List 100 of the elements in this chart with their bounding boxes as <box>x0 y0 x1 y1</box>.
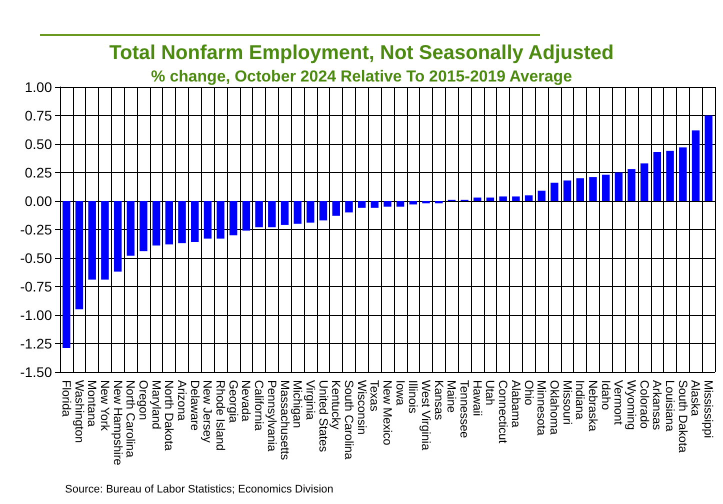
bar <box>679 147 687 201</box>
x-tick-label: Maine <box>444 380 459 414</box>
bar <box>216 201 224 239</box>
x-tick-label: Tennessee <box>458 380 472 438</box>
y-tick-label: -0.50 <box>20 250 52 266</box>
x-tick-label: West Virginia <box>419 380 434 451</box>
x-tick-label: Kansas <box>432 380 446 420</box>
x-tick-label: Vermont <box>612 380 626 426</box>
x-tick-label: Arizona <box>175 380 190 422</box>
x-tick-label: Minnesota <box>534 380 549 436</box>
x-tick-label: Alaska <box>688 380 703 416</box>
bar <box>563 180 572 201</box>
bar <box>88 201 96 280</box>
bar <box>499 196 507 201</box>
x-tick-label: South Carolina <box>342 380 356 460</box>
x-tick-label: Pennsylvania <box>264 380 279 452</box>
bar <box>152 201 160 246</box>
bar <box>370 201 379 208</box>
x-tick-label: New Jersey <box>200 380 215 443</box>
x-tick-label: Oklahoma <box>547 380 562 436</box>
bar <box>268 201 276 228</box>
x-tick-label: North Dakota <box>162 380 176 452</box>
x-tick-label: Montana <box>85 380 100 428</box>
bar <box>294 201 302 224</box>
bar <box>332 201 340 216</box>
bar <box>62 201 70 348</box>
bar <box>242 201 250 231</box>
x-tick-label: Connecticut <box>496 380 510 444</box>
y-tick-label: 0.75 <box>24 108 52 124</box>
bar <box>75 201 84 310</box>
bar <box>178 201 186 244</box>
x-tick-label: Delaware <box>188 380 202 432</box>
x-tick-label: Rhode Island <box>214 380 228 451</box>
source-note: Source: Bureau of Labor Statistics; Economics Division <box>65 484 334 496</box>
bar <box>101 201 109 280</box>
x-tick-label: Michigan <box>290 380 305 428</box>
x-tick-label: Missouri <box>560 380 574 425</box>
bar <box>474 198 482 201</box>
x-tick-label: Texas <box>368 380 382 412</box>
x-tick-label: North Carolina <box>124 380 138 458</box>
x-tick-label: Iowa <box>393 380 408 406</box>
x-tick-label: New Hampshire <box>110 380 125 466</box>
y-tick-label: 0.25 <box>24 164 52 180</box>
chart-title: Total Nonfarm Employment, Not Seasonally Adjusted <box>109 42 614 64</box>
bar <box>165 201 174 244</box>
bar <box>486 198 494 201</box>
y-tick-label: -1.00 <box>20 307 52 323</box>
x-tick-label: Florida <box>59 380 74 418</box>
bar <box>550 182 558 201</box>
bar <box>589 177 597 201</box>
x-tick-label: United States <box>316 380 330 452</box>
bar <box>409 201 418 204</box>
x-tick-label: Washington <box>72 380 86 443</box>
bar <box>306 201 314 223</box>
y-tick-label: 1.00 <box>24 79 52 95</box>
x-tick-label: Wisconsin <box>354 380 369 435</box>
x-tick-label: Mississippi <box>702 380 716 438</box>
x-tick-label: Colorado <box>637 380 652 430</box>
bar <box>666 150 674 201</box>
x-tick-label: Indiana <box>573 380 588 420</box>
y-tick-label: -0.25 <box>20 222 52 238</box>
bar <box>576 178 584 201</box>
bar <box>319 201 328 220</box>
bar <box>384 201 392 207</box>
bar <box>114 201 122 272</box>
bar <box>191 201 199 242</box>
bar <box>653 152 662 201</box>
bar <box>345 201 353 212</box>
x-tick-label: Virginia <box>303 380 318 420</box>
x-tick-label: Georgia <box>226 380 240 424</box>
bar <box>628 169 636 201</box>
bar <box>692 130 700 201</box>
x-tick-label: Idaho <box>598 380 613 410</box>
x-tick-label: South Dakota <box>676 380 690 454</box>
y-tick-label: 0.50 <box>24 136 52 152</box>
x-tick-label: Oregon <box>136 380 150 420</box>
bar <box>396 201 404 207</box>
bar <box>512 196 520 201</box>
x-tick-label: Illinois <box>406 380 420 414</box>
x-tick-label: Arkansas <box>650 380 664 430</box>
bar <box>358 201 366 208</box>
x-tick-label: Louisiana <box>663 380 678 432</box>
bar <box>524 195 533 201</box>
x-tick-label: Ohio <box>522 380 536 406</box>
x-tick-label: New York <box>98 380 112 432</box>
y-tick-label: -1.25 <box>20 336 52 352</box>
y-tick-label: -0.75 <box>20 278 52 294</box>
bar <box>704 116 712 201</box>
bar <box>640 163 648 201</box>
x-tick-label: Nevada <box>239 380 254 422</box>
bar <box>602 174 610 201</box>
x-tick-label: California <box>252 380 266 432</box>
bar <box>255 201 263 228</box>
x-tick-label: Hawaii <box>470 380 484 416</box>
bar <box>230 201 238 236</box>
bar <box>538 190 546 201</box>
x-tick-label: Maryland <box>149 380 164 430</box>
x-tick-label: Kentucky <box>329 380 344 430</box>
x-tick-label: Utah <box>483 380 498 406</box>
x-tick-label: Nebraska <box>586 380 600 432</box>
